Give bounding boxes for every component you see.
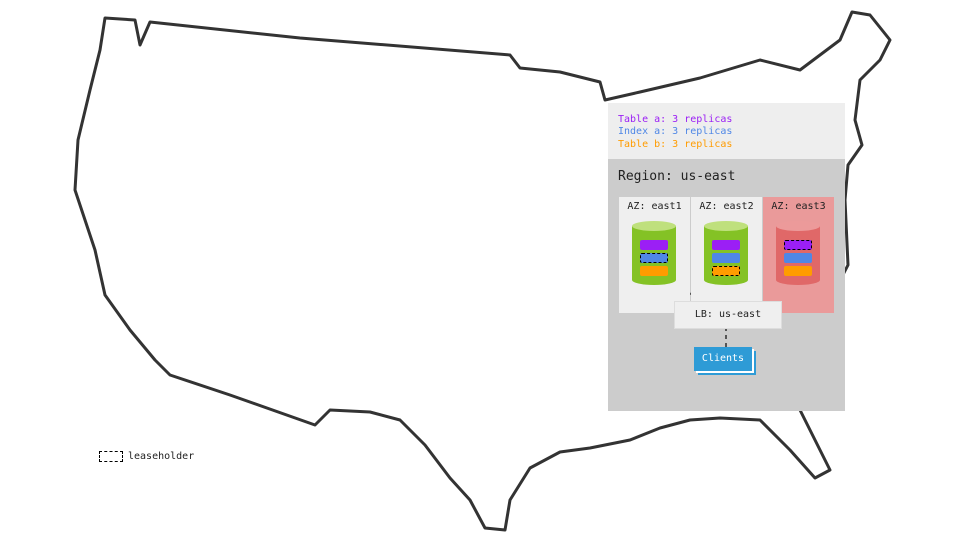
node-cylinder: [704, 221, 748, 285]
replica-legend: Table a: 3 replicas Index a: 3 replicas …: [608, 103, 845, 159]
legend-index-a: Index a: 3 replicas: [618, 126, 733, 137]
az-east3-failed: AZ: east3: [763, 197, 834, 313]
clients: Clients: [694, 347, 752, 371]
range-table-b: [784, 266, 812, 276]
az-label: AZ: east3: [771, 201, 826, 212]
range-index-a-leaseholder: [640, 253, 668, 263]
node-cylinder: [632, 221, 676, 285]
range-table-a-leaseholder: [784, 240, 812, 250]
range-table-b: [640, 266, 668, 276]
range-index-a: [712, 253, 740, 263]
legend-table-b: Table b: 3 replicas: [618, 139, 733, 150]
legend-table-a: Table a: 3 replicas: [618, 114, 733, 125]
range-index-a: [784, 253, 812, 263]
load-balancer: LB: us-east: [674, 301, 782, 329]
leaseholder-dashed-box: [99, 451, 123, 462]
az-label: AZ: east2: [699, 201, 754, 212]
leaseholder-key-label: leaseholder: [128, 451, 195, 462]
region-us-east: Region: us-east AZ: east1 AZ: east2 AZ: …: [608, 159, 845, 411]
range-table-a: [640, 240, 668, 250]
leaseholder-key: leaseholder: [99, 451, 194, 462]
region-title: Region: us-east: [618, 169, 736, 184]
az-label: AZ: east1: [627, 201, 682, 212]
az-east1: AZ: east1: [619, 197, 690, 313]
node-cylinder-failed: [776, 221, 820, 285]
range-table-a: [712, 240, 740, 250]
range-table-b-leaseholder: [712, 266, 740, 276]
az-east2: AZ: east2: [691, 197, 762, 313]
